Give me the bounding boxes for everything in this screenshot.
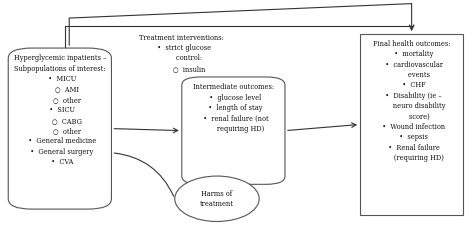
Ellipse shape [175,176,259,222]
Text: Harms of
treatment: Harms of treatment [200,190,234,208]
Text: Final health outcomes:
  •  mortality
  •  cardiovascular
       events
  •  CHF: Final health outcomes: • mortality • car… [373,40,450,162]
Text: Treatment interventions:
  •  strict glucose
       control:
       ○  insulin: Treatment interventions: • strict glucos… [139,34,224,73]
Text: Intermediate outcomes:
  •  glucose level
  •  length of stay
  •  renal failure: Intermediate outcomes: • glucose level •… [193,83,274,133]
FancyBboxPatch shape [8,48,111,209]
Text: Hyperglycemic inpatients –
Subpopulations of interest:
  •  MICU
       ○  AMI
 : Hyperglycemic inpatients – Subpopulation… [14,54,106,166]
FancyBboxPatch shape [182,77,285,184]
FancyBboxPatch shape [360,34,463,215]
